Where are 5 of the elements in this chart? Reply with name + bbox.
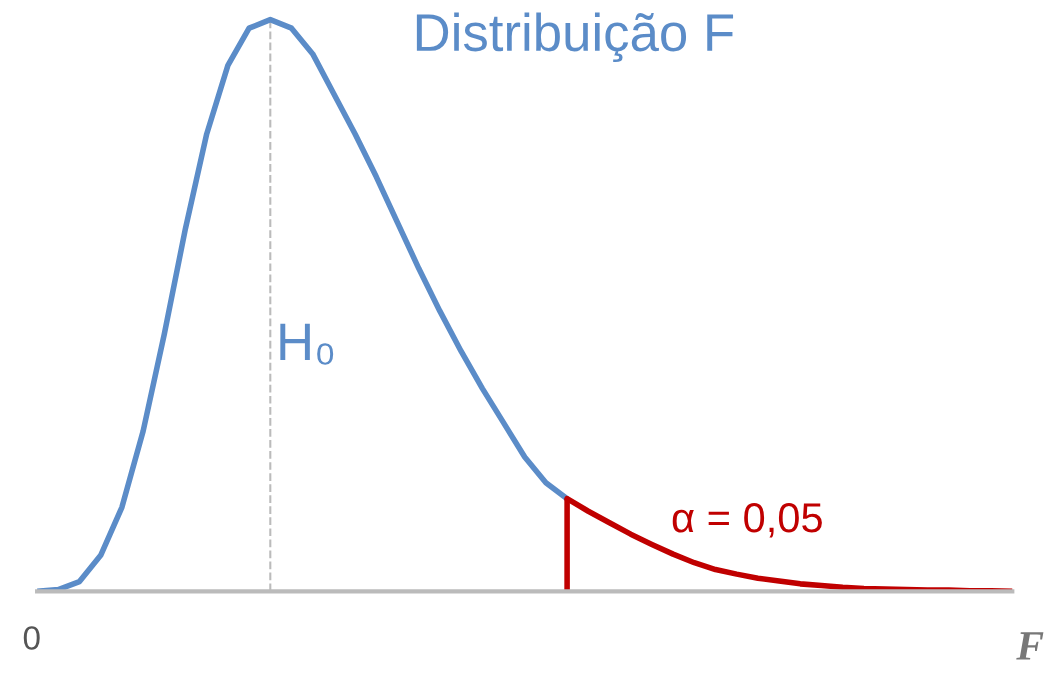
x-axis-title: F: [1016, 632, 1044, 660]
annotation: Distribuição F: [416, 12, 734, 63]
annotation: H₀: [280, 323, 334, 365]
text: 0: [23, 626, 40, 650]
annotation: α = 0,05: [672, 503, 822, 538]
